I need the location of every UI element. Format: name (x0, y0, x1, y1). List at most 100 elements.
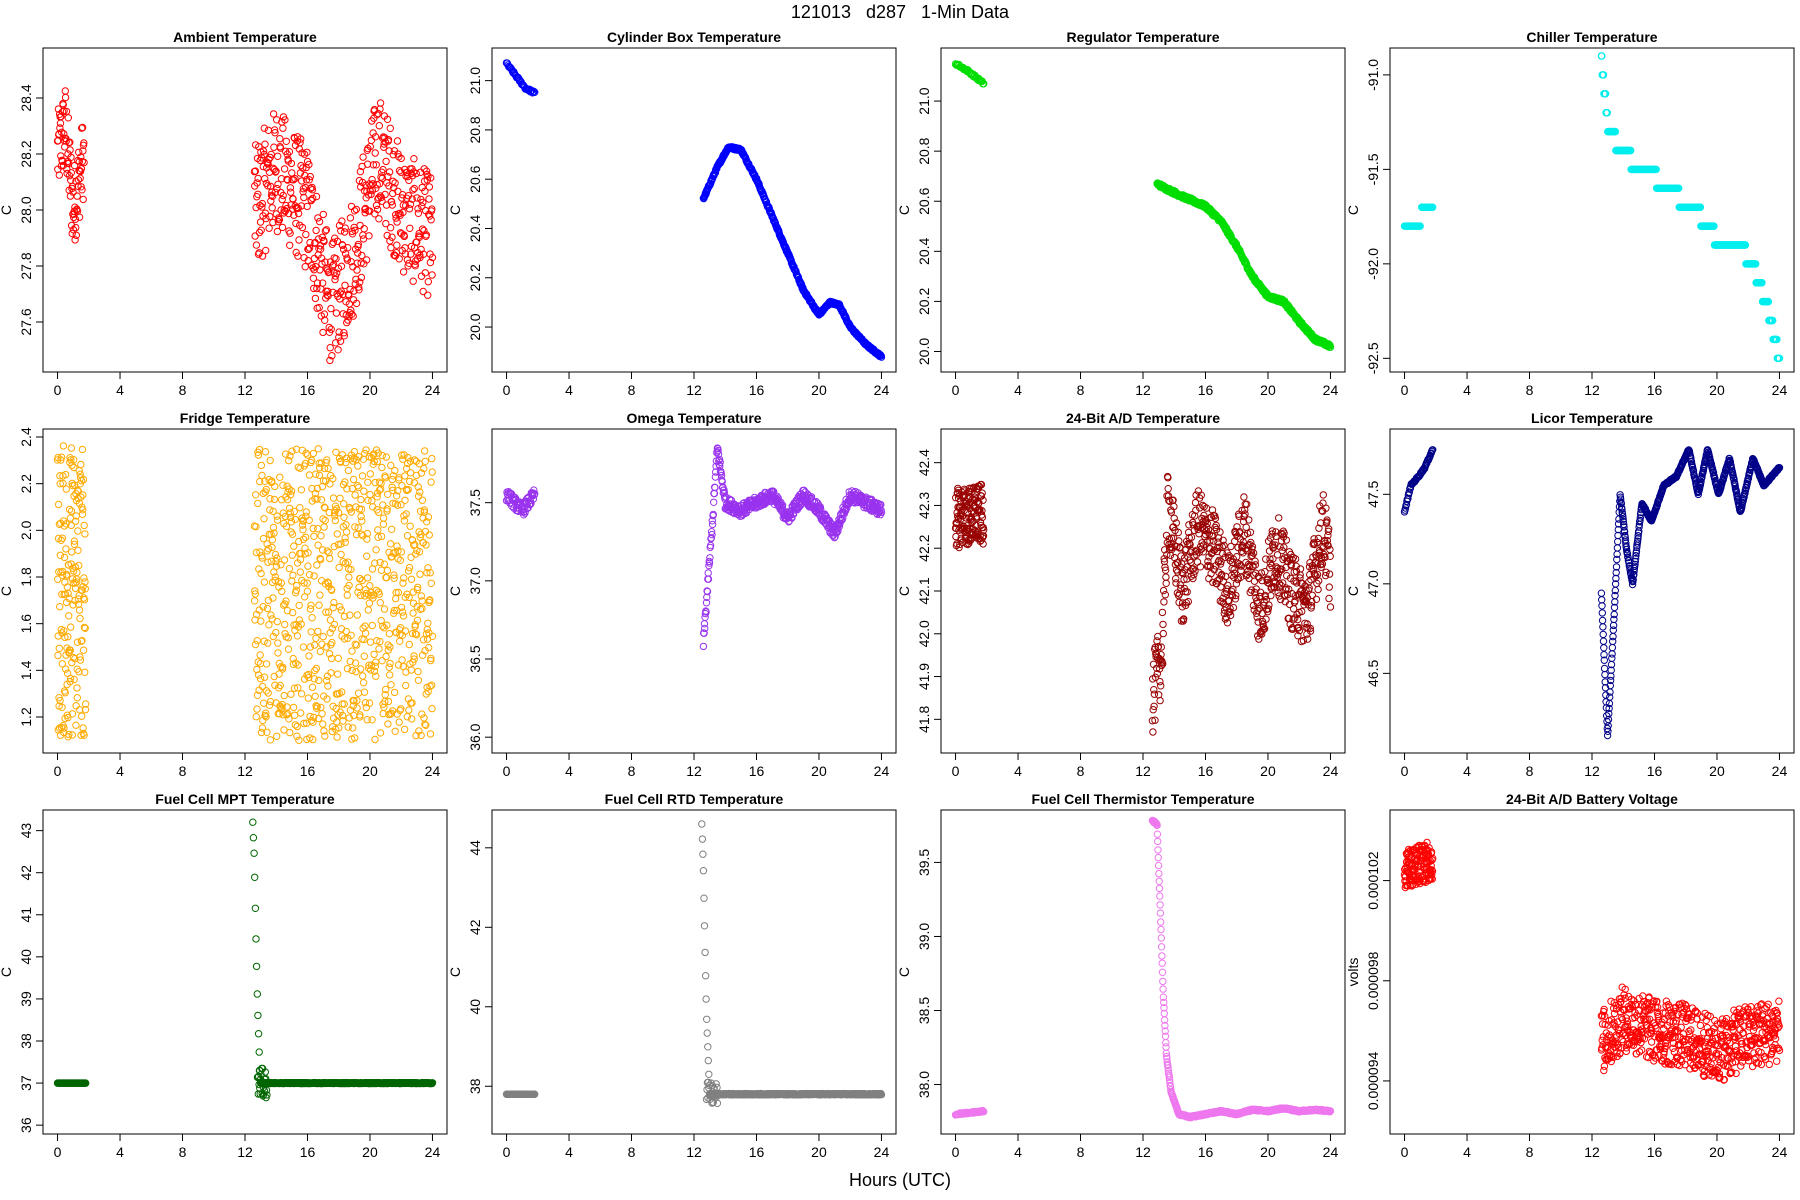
data-point (57, 112, 65, 121)
data-point (320, 237, 328, 246)
data-point (251, 167, 260, 175)
data-point (306, 238, 314, 247)
data-point (58, 534, 67, 542)
data-point (312, 470, 320, 478)
data-point (353, 704, 361, 712)
data-point (55, 171, 63, 179)
x-tick-label: 4 (1014, 763, 1022, 779)
data-point (386, 124, 394, 133)
data-point (304, 694, 312, 702)
data-point (346, 285, 354, 294)
data-point (54, 500, 63, 509)
data-point (63, 169, 71, 178)
data-point (427, 174, 435, 182)
data-point (280, 556, 289, 564)
y-tick-label: 37.0 (467, 567, 483, 594)
data-point (79, 646, 88, 654)
data-point (78, 123, 87, 132)
data-point (1162, 573, 1170, 581)
data-point (61, 665, 70, 673)
data-point (428, 271, 436, 279)
data-point (1601, 670, 1609, 679)
data-point (422, 167, 431, 175)
data-point (286, 229, 294, 237)
data-point (264, 160, 272, 168)
data-point (56, 124, 64, 132)
data-point (68, 182, 77, 191)
data-point (421, 187, 429, 196)
data-point (405, 205, 414, 213)
data-point (351, 491, 359, 499)
data-point (378, 197, 386, 205)
data-point (260, 124, 268, 132)
data-point (80, 574, 88, 582)
data-point (80, 521, 88, 530)
y-tick-label: 21.0 (467, 67, 483, 94)
data-point (375, 122, 383, 130)
data-point (360, 688, 369, 696)
data-point (69, 188, 77, 196)
data-point (297, 161, 305, 170)
data-point (409, 186, 417, 194)
data-point (424, 291, 432, 299)
data-point (1159, 629, 1168, 638)
data-point (328, 262, 337, 270)
data-point (371, 133, 380, 141)
data-point (359, 235, 368, 243)
data-point (337, 262, 346, 270)
data-point (393, 218, 401, 226)
data-point (254, 174, 262, 183)
data-point (310, 254, 319, 263)
data-point (400, 725, 409, 734)
data-point (347, 202, 356, 211)
data-point (416, 168, 425, 177)
data-point (329, 494, 338, 502)
data-point (380, 143, 388, 151)
x-tick-label: 8 (1077, 763, 1085, 779)
data-point (381, 190, 389, 199)
data-point (294, 209, 303, 218)
data-point (354, 689, 363, 697)
data-point (78, 712, 86, 720)
data-point (336, 337, 345, 345)
data-point (391, 179, 399, 187)
data-point (261, 448, 270, 456)
panel-title: 24-Bit A/D Temperature (1066, 410, 1220, 426)
data-point (291, 721, 300, 729)
data-point (329, 288, 337, 296)
data-point (293, 632, 302, 640)
data-point (375, 215, 383, 223)
data-point (1149, 728, 1157, 736)
data-point (280, 691, 288, 700)
data-point (297, 486, 306, 494)
data-point (400, 232, 408, 241)
data-point (360, 652, 368, 660)
x-tick-label: 12 (1135, 382, 1151, 398)
x-tick-label: 16 (1198, 382, 1214, 398)
data-point (291, 711, 299, 719)
data-point (356, 278, 364, 286)
panel-title: Omega Temperature (626, 410, 761, 426)
y-tick-label: 20.4 (467, 215, 483, 242)
data-point (326, 356, 334, 365)
y-axis-label: C (896, 586, 912, 596)
data-point (74, 176, 83, 184)
data-point (252, 491, 260, 499)
data-point (81, 530, 89, 538)
data-point (356, 221, 364, 230)
y-tick-label: 20.6 (916, 187, 932, 214)
data-point (299, 643, 308, 651)
y-axis-label: C (0, 586, 14, 596)
data-point (422, 231, 430, 239)
data-point (378, 463, 386, 472)
data-point (74, 527, 82, 535)
data-points (951, 472, 1335, 736)
x-tick-label: 24 (1323, 763, 1339, 779)
data-point (67, 169, 76, 177)
panel-title: Licor Temperature (1531, 410, 1653, 426)
data-point (311, 294, 320, 303)
data-point (323, 547, 331, 555)
data-point (305, 160, 313, 169)
